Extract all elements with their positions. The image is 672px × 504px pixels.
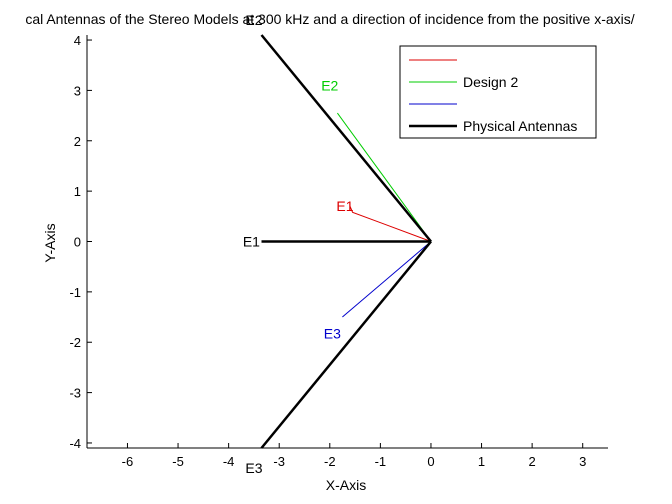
y-tick-label: 1: [74, 184, 81, 199]
x-tick-label: -3: [273, 454, 285, 469]
annotation-label: E1: [336, 198, 353, 214]
x-tick-label: -4: [223, 454, 235, 469]
annotation-label: E2: [321, 77, 338, 93]
series-line-2: [336, 112, 432, 242]
annotation-label: E1: [243, 234, 260, 250]
annotation-label: E3: [245, 460, 262, 476]
y-tick-label: 3: [74, 83, 81, 98]
y-tick-label: 0: [74, 235, 81, 250]
series-line-4: [260, 34, 432, 243]
annotation-label: E3: [324, 326, 341, 342]
y-tick-label: -2: [69, 335, 81, 350]
annotation-label: E2: [245, 12, 262, 28]
x-tick-label: 1: [478, 454, 485, 469]
y-tick-label: 4: [74, 33, 81, 48]
legend-label-2: Design 2: [463, 74, 518, 90]
series-line-1: [349, 206, 432, 242]
y-tick-label: -4: [69, 436, 81, 451]
legend: Design 2 Physical Antennas: [399, 45, 597, 139]
x-tick-label: 0: [427, 454, 434, 469]
x-tick-label: -6: [122, 454, 134, 469]
chart-title: cal Antennas of the Stereo Models at 300…: [25, 11, 634, 27]
x-tick-label: -1: [375, 454, 387, 469]
x-tick-label: 2: [529, 454, 536, 469]
y-tick-label: -3: [69, 386, 81, 401]
series-line-4: [260, 240, 432, 449]
y-tick-label: -1: [69, 285, 81, 300]
x-axis-label: X-Axis: [326, 477, 366, 493]
series-line-3: [342, 241, 432, 318]
plot-area: -6 -5 -4 -3 -2 -1 0 1 2 3 -4 -3 -2 -1 0 1 2 3 4 E2 E1 E3 E2 E1 E…: [69, 12, 608, 476]
legend-label-4: Physical Antennas: [463, 118, 577, 134]
x-tick-label: -2: [324, 454, 336, 469]
legend-box: [399, 45, 597, 139]
x-tick-label: -5: [172, 454, 184, 469]
y-tick-label: 2: [74, 134, 81, 149]
x-tick-label: 3: [579, 454, 586, 469]
y-axis-label: Y-Axis: [42, 223, 58, 262]
